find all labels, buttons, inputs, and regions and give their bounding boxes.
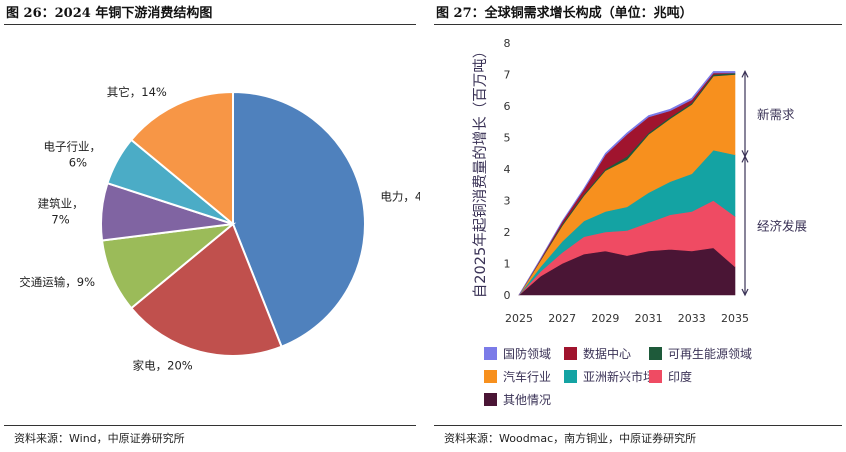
pie-figure-title: 图 26：2024 年铜下游消费结构图 <box>6 6 213 21</box>
bracket-arrow <box>741 155 749 163</box>
slice-label: 家电，20% <box>133 358 193 372</box>
title-rule <box>434 24 842 25</box>
legend-swatch <box>564 347 577 360</box>
legend-label: 印度 <box>668 369 692 384</box>
area-figure-title: 图 27：全球铜需求增长构成（单位：兆吨） <box>436 6 693 21</box>
y-tick-label: 0 <box>504 289 511 302</box>
legend-swatch <box>649 370 662 383</box>
y-tick-label: 4 <box>504 163 511 176</box>
x-tick-label: 2029 <box>591 312 619 325</box>
left-panel: 图 26：2024 年铜下游消费结构图 电力，44% 家电，20% 交通运输，9% 建… <box>0 0 420 452</box>
x-tick-label: 2035 <box>721 312 749 325</box>
legend-label: 其他情况 <box>503 393 551 407</box>
slice-label: 7% <box>51 212 69 226</box>
legend-label: 亚洲新兴市场 <box>583 369 655 384</box>
pie-slice <box>129 90 234 227</box>
right-panel: 图 27：全球铜需求增长构成（单位：兆吨） 0 1 2 3 4 5 6 7 8 2025 2027 2… <box>430 0 846 452</box>
x-tick-label: 2031 <box>635 312 663 325</box>
slice-label: 电力，44% <box>380 190 420 204</box>
y-tick-label: 1 <box>504 258 511 271</box>
annotation-label: 新需求 <box>757 107 795 122</box>
y-tick-label: 3 <box>504 195 511 208</box>
slice-label: 建筑业， <box>38 196 84 210</box>
legend-label: 汽车行业 <box>503 369 551 384</box>
legend-swatch <box>564 370 577 383</box>
legend-swatch <box>649 347 662 360</box>
legend-swatch <box>484 370 497 383</box>
pie-chart: 电力，44% 家电，20% 交通运输，9% 建筑业， 7% 电子行业， 6% 其它，14% <box>19 85 420 373</box>
y-tick-label: 5 <box>504 132 511 145</box>
bracket-arrow <box>741 70 749 78</box>
legend-label: 数据中心 <box>583 346 631 361</box>
legend-swatch <box>484 393 497 406</box>
legend-label: 可再生能源领域 <box>668 347 752 361</box>
pie-slice <box>232 90 366 349</box>
legend-swatch <box>484 347 497 360</box>
source-rule <box>4 425 416 426</box>
area-source-note: 资料来源：Woodmac，南方铜业，中原证券研究所 <box>444 432 697 445</box>
stacked-area-chart: 0 1 2 3 4 5 6 7 8 2025 2027 2029 2031 2033 2035 自2025年起… <box>472 37 807 407</box>
y-tick-label: 2 <box>504 226 511 239</box>
y-tick-label: 7 <box>504 69 511 82</box>
x-tick-label: 2027 <box>548 312 576 325</box>
bracket-arrow <box>741 288 749 297</box>
legend-label: 国防领域 <box>503 346 551 361</box>
y-tick-label: 8 <box>504 37 511 50</box>
area-series <box>518 71 736 296</box>
slice-label: 其它，14% <box>107 85 167 99</box>
pie-slice <box>129 222 283 357</box>
x-tick-label: 2025 <box>505 312 533 325</box>
slice-label: 6% <box>69 156 87 170</box>
y-axis-label: 自2025年起铜消费量的增长（百万吨） <box>472 44 489 298</box>
source-rule <box>434 425 842 426</box>
slice-label: 电子行业， <box>44 140 102 154</box>
annotation-label: 经济发展 <box>757 219 807 234</box>
title-rule <box>4 24 416 25</box>
y-tick-label: 6 <box>504 100 511 113</box>
slice-label: 交通运输，9% <box>19 275 95 289</box>
x-tick-label: 2033 <box>678 312 706 325</box>
pie-source-note: 资料来源：Wind，中原证券研究所 <box>14 432 185 445</box>
